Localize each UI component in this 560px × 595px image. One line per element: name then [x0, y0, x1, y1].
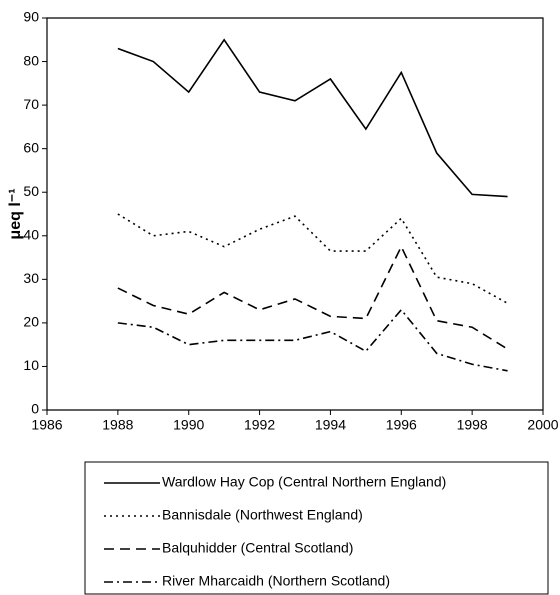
- y-tick-label: 50: [23, 183, 39, 199]
- plot-frame: [46, 17, 544, 411]
- y-tick-label: 40: [23, 226, 39, 242]
- x-tick-label: 1992: [244, 417, 275, 433]
- y-tick-label: 60: [23, 139, 39, 155]
- y-tick-label: 70: [23, 96, 39, 112]
- data-line: [117, 38, 508, 198]
- x-tick-label: 1986: [31, 417, 62, 433]
- data-line: [117, 213, 508, 304]
- x-tick-label: 1994: [315, 417, 346, 433]
- x-tick-label: 1996: [386, 417, 417, 433]
- legend-label: Bannisdale (Northwest England): [162, 507, 363, 523]
- y-tick-label: 20: [23, 314, 39, 330]
- y-tick-label: 30: [23, 270, 39, 286]
- y-tick-label: 0: [31, 401, 39, 417]
- y-tick-label: 10: [23, 357, 39, 373]
- x-tick-label: 1998: [457, 417, 488, 433]
- y-tick-label: 80: [23, 52, 39, 68]
- legend-box: [84, 461, 549, 595]
- legend-label: River Mharcaidh (Northern Scotland): [162, 573, 390, 589]
- y-tick-label: 90: [23, 9, 39, 25]
- data-line: [117, 308, 508, 372]
- x-tick-label: 2000: [527, 417, 558, 433]
- x-tick-label: 1990: [173, 417, 204, 433]
- legend-label: Wardlow Hay Cop (Central Northern Englan…: [162, 474, 446, 490]
- y-axis-label: μeq l⁻¹: [7, 188, 24, 239]
- legend-label: Balquhidder (Central Scotland): [162, 540, 353, 556]
- data-line: [117, 244, 508, 350]
- x-tick-label: 1988: [102, 417, 133, 433]
